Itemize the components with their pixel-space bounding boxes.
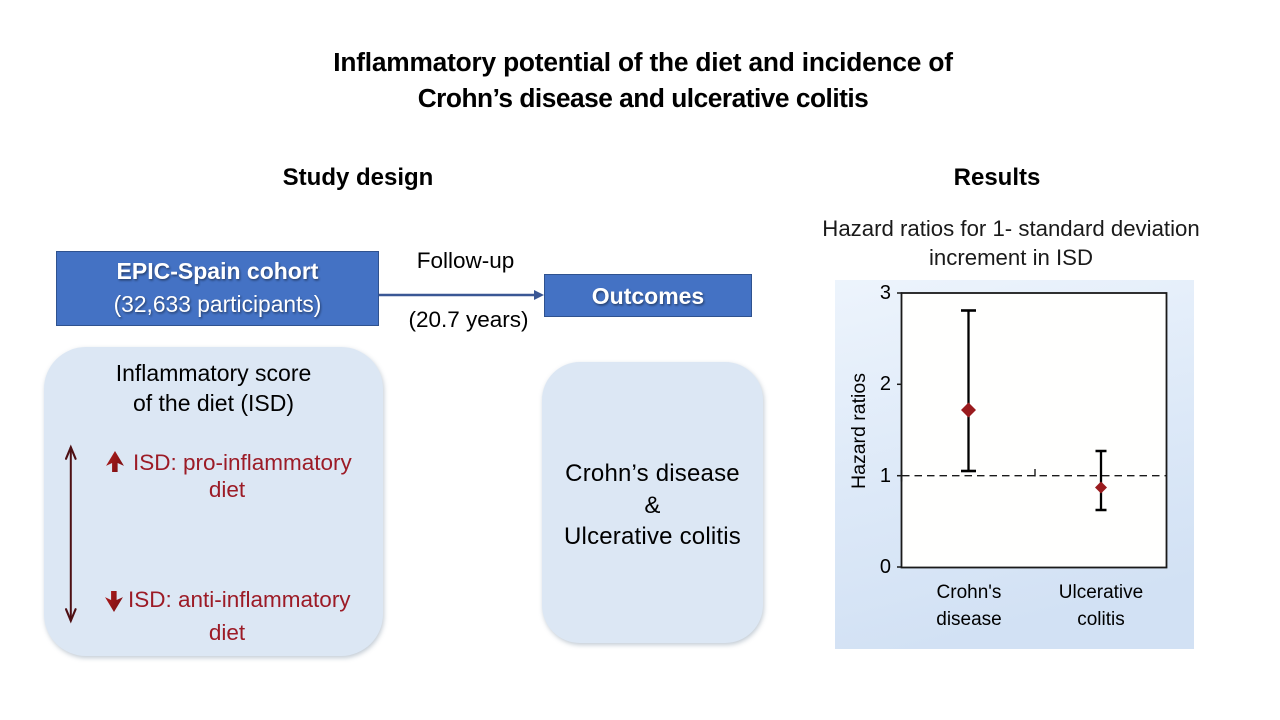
svg-text:Crohn's: Crohn's [937,582,1002,603]
svg-text:3: 3 [880,282,891,304]
svg-text:1: 1 [880,465,891,487]
svg-text:2: 2 [880,373,891,395]
svg-text:colitis: colitis [1077,609,1125,630]
svg-text:Ulcerative: Ulcerative [1059,582,1143,603]
svg-text:disease: disease [936,609,1002,630]
svg-text:Hazard ratios: Hazard ratios [848,373,870,489]
svg-text:0: 0 [880,556,891,578]
